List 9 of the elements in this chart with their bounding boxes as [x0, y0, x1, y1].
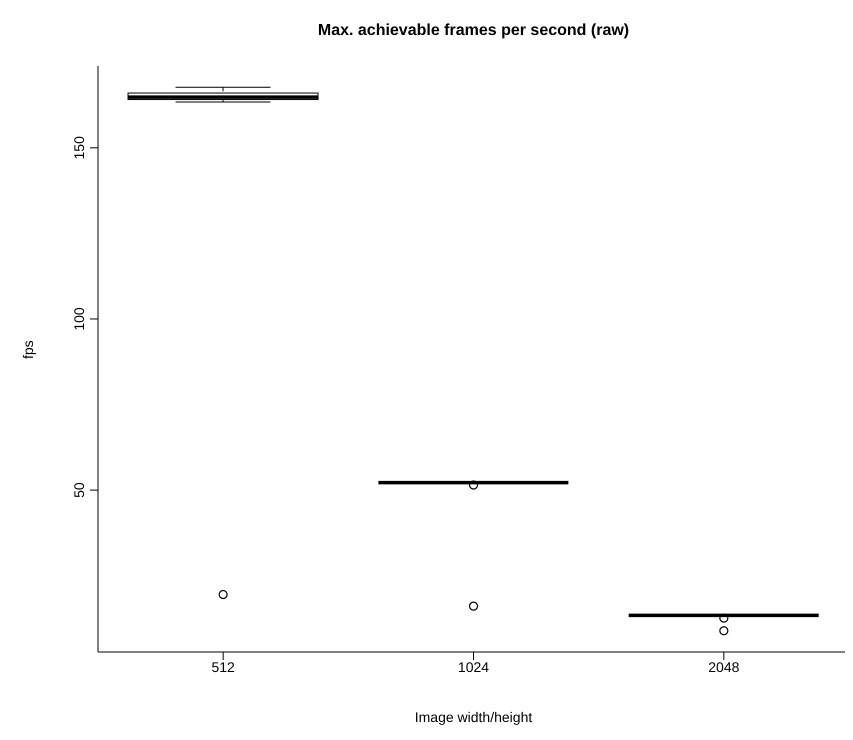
- y-tick-label: 150: [71, 136, 87, 160]
- y-tick-label: 100: [71, 307, 87, 331]
- y-tick-label: 50: [71, 482, 87, 498]
- y-axis-title: fps: [20, 340, 36, 359]
- x-tick-label: 512: [211, 658, 236, 675]
- chart-title: Max. achievable frames per second (raw): [316, 22, 630, 40]
- x-tick-label: 2048: [708, 658, 740, 675]
- x-axis-title: Image width/height: [414, 709, 532, 725]
- x-tick-label: 1024: [458, 658, 490, 675]
